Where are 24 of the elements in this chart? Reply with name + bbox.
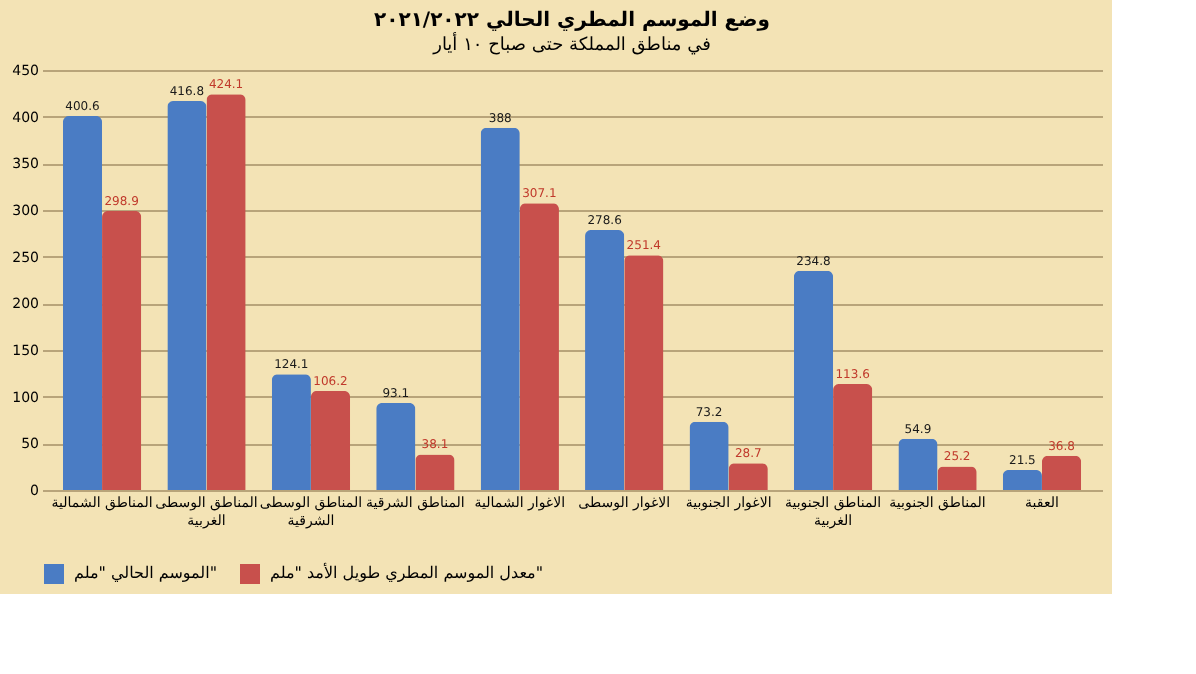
bar (898, 438, 938, 490)
bar (519, 203, 559, 490)
bar (689, 421, 729, 490)
bar (793, 270, 834, 490)
bar (102, 211, 142, 490)
bar (167, 100, 207, 490)
bar (480, 127, 520, 490)
legend-label: معدل الموسم المطري طويل الأمد "ملم" (270, 562, 544, 582)
bar (585, 229, 625, 490)
bar (624, 255, 664, 490)
bar (1041, 455, 1082, 490)
chart-subtitle: في مناطق المملكة حتى صباح ١٠ أيار (431, 32, 711, 56)
bar (62, 116, 103, 490)
bar (206, 94, 246, 490)
bar (833, 383, 873, 490)
bar (376, 403, 416, 490)
bar (937, 466, 977, 490)
bar (310, 390, 351, 490)
bar (1002, 469, 1042, 490)
legend-label: الموسم الحالي "ملم" (74, 564, 218, 582)
bar (271, 374, 311, 490)
bar (415, 454, 455, 490)
chart-title: وضع الموسم المطري الحالي ٢٠٢١/٢٠٢٢ (374, 10, 770, 32)
bar (728, 463, 768, 490)
